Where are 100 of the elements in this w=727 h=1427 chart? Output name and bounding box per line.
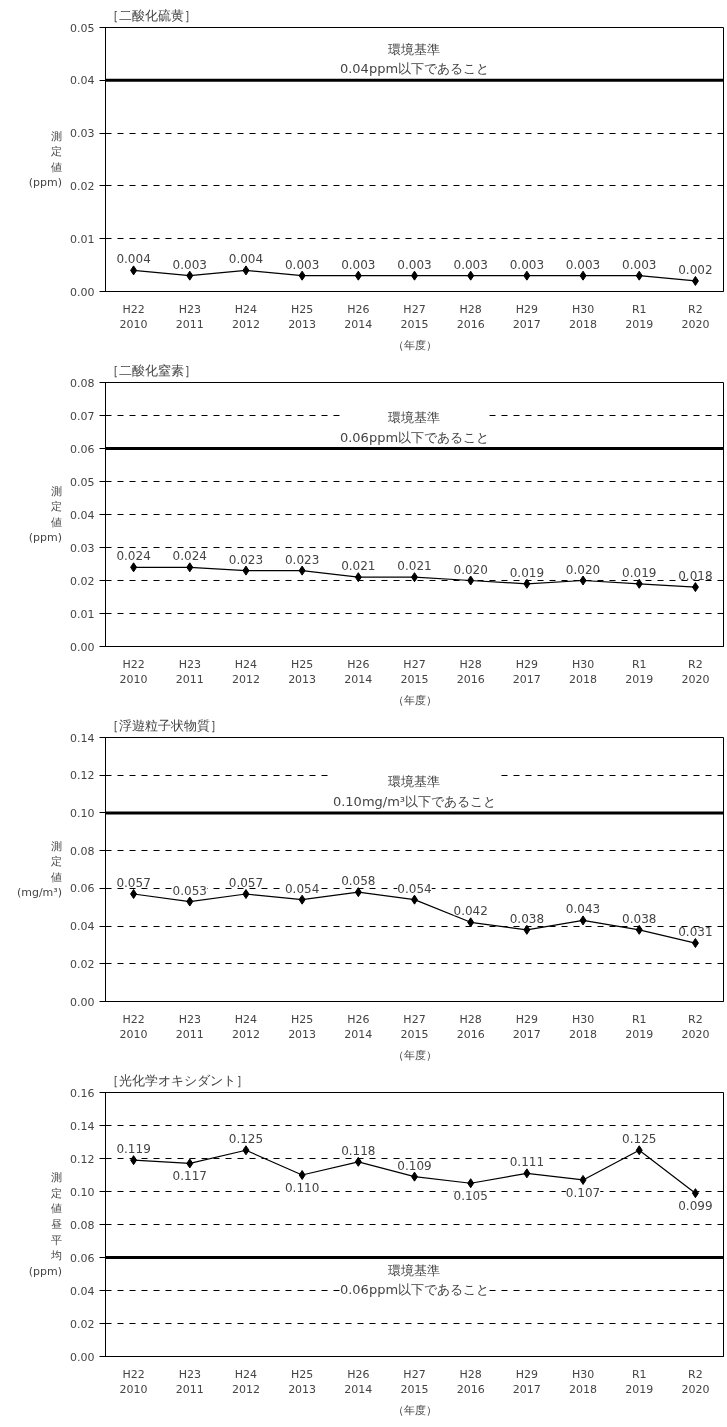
point <box>523 1168 531 1179</box>
point <box>354 887 362 898</box>
data-label: 0.054 <box>397 881 432 896</box>
x-tick-label: R1 2019 <box>625 1012 654 1042</box>
y-axis-title: 測定値(mg/m³) <box>16 839 63 900</box>
point <box>298 894 306 905</box>
point <box>186 896 194 907</box>
point <box>523 578 531 589</box>
point <box>186 1158 194 1169</box>
data-label: 0.053 <box>172 883 207 898</box>
y-tick-label: 0.04 <box>70 1284 95 1298</box>
x-tick-label: H26 2014 <box>344 302 373 332</box>
x-tick-label: H29 2017 <box>512 302 541 332</box>
x-tick-label: R1 2019 <box>625 657 654 687</box>
x-tick-label: R2 2020 <box>681 657 710 687</box>
x-tick-label: H24 2012 <box>231 302 260 332</box>
x-tick-label: H25 2013 <box>288 1012 317 1042</box>
data-label: 0.111 <box>509 1155 545 1170</box>
data-label: 0.003 <box>453 257 488 272</box>
data-label: 0.003 <box>341 257 376 272</box>
data-label: 0.003 <box>172 257 207 272</box>
ref-line-label: 環境基準 0.04ppm以下であること <box>339 41 490 77</box>
data-label: 0.003 <box>284 257 320 272</box>
data-label: 0.004 <box>116 252 151 267</box>
y-axis-title: 測定値(ppm) <box>28 484 63 545</box>
data-label: 0.003 <box>622 257 657 272</box>
data-label: 0.099 <box>678 1199 713 1214</box>
data-label: 0.118 <box>341 1143 376 1158</box>
y-tick-label: 0.06 <box>70 882 95 896</box>
data-label: 0.110 <box>284 1181 320 1195</box>
data-label: 0.003 <box>509 257 545 272</box>
data-label: 0.109 <box>397 1158 432 1173</box>
x-tick-label: H29 2017 <box>512 657 541 687</box>
x-tick-label: H30 2018 <box>569 1012 598 1042</box>
data-label: 0.020 <box>453 562 488 577</box>
y-tick-label: 0.05 <box>70 21 95 35</box>
point <box>467 575 475 586</box>
data-label: 0.057 <box>116 876 151 891</box>
y-tick-label: 0.00 <box>70 1350 95 1364</box>
x-tick-label: H22 2010 <box>119 1012 148 1042</box>
data-label: 0.023 <box>228 552 264 567</box>
y-tick-label: 0.08 <box>70 1218 95 1232</box>
point <box>130 1155 138 1166</box>
ref-line-label: 環境基準 0.06ppm以下であること <box>339 410 490 445</box>
y-tick-label: 0.07 <box>70 409 95 423</box>
data-label: 0.038 <box>509 911 545 926</box>
y-tick-label: 0.08 <box>70 844 95 858</box>
point <box>523 924 531 935</box>
x-tick-label: H25 2013 <box>288 1367 317 1397</box>
x-tick-label: H30 2018 <box>569 1367 598 1397</box>
y-tick-label: 0.02 <box>70 957 95 971</box>
y-tick-label: 0.00 <box>70 640 95 654</box>
data-label: 0.023 <box>284 552 320 567</box>
y-tick-label: 0.04 <box>70 508 95 522</box>
x-tick-label: H26 2014 <box>344 1012 373 1042</box>
x-tick-label: H23 2011 <box>175 1012 204 1042</box>
x-tick-label: H22 2010 <box>119 1367 148 1397</box>
point <box>186 562 194 573</box>
x-tick-label: H27 2015 <box>400 1367 429 1397</box>
x-tick-label: R1 2019 <box>625 302 654 332</box>
x-tick-label: H29 2017 <box>512 1367 541 1397</box>
point <box>691 582 699 593</box>
x-tick-label: R2 2020 <box>681 302 710 332</box>
data-label: 0.020 <box>565 562 601 577</box>
y-tick-label: 0.14 <box>70 731 95 745</box>
x-tick-label: H29 2017 <box>512 1012 541 1042</box>
x-tick-label: H24 2012 <box>231 1012 260 1042</box>
point <box>242 565 250 576</box>
x-tick-label: H28 2016 <box>456 302 485 332</box>
point <box>130 562 138 573</box>
point <box>579 915 587 926</box>
y-axis-title: 測定値(ppm) <box>28 129 63 190</box>
data-label: 0.003 <box>397 257 432 272</box>
data-label: 0.057 <box>228 876 264 891</box>
point <box>130 889 138 900</box>
x-tick-label: H27 2015 <box>400 657 429 687</box>
chart-title: ［浮遊粒子状物質］ <box>105 717 223 733</box>
point <box>298 565 306 576</box>
data-label: 0.021 <box>397 559 432 574</box>
point <box>635 924 643 935</box>
x-tick-label: H23 2011 <box>175 302 204 332</box>
y-tick-label: 0.12 <box>70 769 95 783</box>
y-tick-label: 0.03 <box>70 127 95 141</box>
data-label: 0.019 <box>509 565 545 580</box>
x-tick-label: R1 2019 <box>625 1367 654 1397</box>
x-axis-title: （年度） <box>392 1049 437 1063</box>
data-label: 0.003 <box>565 257 601 272</box>
x-axis-title: （年度） <box>392 1404 437 1418</box>
x-tick-label: H27 2015 <box>400 302 429 332</box>
y-tick-label: 0.06 <box>70 1251 95 1265</box>
point <box>579 1174 587 1185</box>
y-tick-label: 0.08 <box>70 376 95 390</box>
x-tick-label: H28 2016 <box>456 657 485 687</box>
x-tick-label: R2 2020 <box>681 1012 710 1042</box>
x-tick-label: H23 2011 <box>175 1367 204 1397</box>
data-label: 0.058 <box>341 874 376 889</box>
chart-title: ［二酸化窒素］ <box>105 362 197 378</box>
ref-line-label: 環境基準 0.10mg/m³以下であること <box>332 774 497 809</box>
chart-title: ［二酸化硫黄］ <box>105 7 197 23</box>
y-tick-label: 0.03 <box>70 541 95 555</box>
